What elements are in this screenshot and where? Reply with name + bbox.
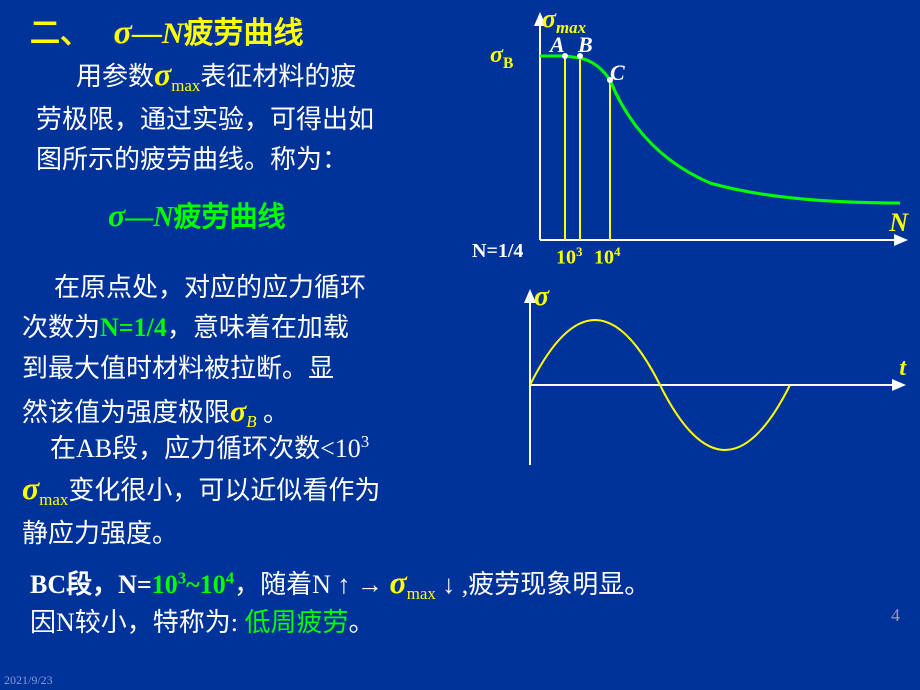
chart1-xtick2: 104 (594, 244, 621, 270)
p5-t1a: 因N较小，特称为: (30, 608, 245, 637)
p1-t3: 劳极限，通过实验，可得出如 (36, 102, 466, 138)
curve-name: σ—N疲劳曲线 (108, 195, 286, 235)
chart1-origin-label: N=1/4 (472, 240, 523, 263)
title-prefix: 二、 (30, 17, 90, 50)
chart2-x-label: t (899, 355, 906, 382)
footer-date: 2021/9/23 (4, 673, 53, 688)
chart1-point-c: C (610, 60, 625, 86)
p4-sigma: σ (389, 564, 406, 600)
paragraph-4: BC段，N=103~104，随着N ↑ → σmax ↓ ,疲劳现象明显。 (30, 560, 910, 606)
chart1-sigmab: σB (490, 42, 513, 73)
chart1-point-b: B (578, 32, 593, 58)
p2-t2b: N=1/4 (100, 313, 167, 342)
paragraph-3b: σmax变化很小，可以近似看作为 静应力强度。 (22, 466, 492, 556)
chart1-point-a: A (550, 32, 565, 58)
chart1-curve (540, 56, 900, 203)
paragraph-3: 在AB段，应力循环次数<103 (30, 430, 490, 471)
p1-t4: 图所示的疲劳曲线。称为： (36, 142, 466, 178)
p4-t1c: ~10 (186, 570, 226, 599)
p3-sub: max (39, 490, 68, 509)
sigma-n-curve-chart: σmax N σB A B C N=1/4 103 104 (470, 8, 910, 256)
p1-sub: max (171, 76, 200, 95)
p2-sigma: σ (230, 395, 246, 428)
p4-t1a: BC段，N= (30, 570, 152, 599)
p1-t1: 用参数 (76, 62, 154, 91)
p2-subB: B (246, 412, 256, 431)
title-dash: — (132, 17, 162, 50)
p4-sub: max (407, 584, 436, 603)
cn-dash: — (125, 202, 153, 233)
title-suffix: 疲劳曲线 (184, 17, 304, 50)
title-n: N (162, 17, 184, 50)
p3-t1a: 在AB段，应力循环次数<10 (50, 434, 361, 463)
p4-t1e: ↓ ,疲劳现象明显。 (436, 570, 651, 599)
chart1-xtick1: 103 (556, 244, 583, 270)
chart1-x-label: N (889, 208, 908, 238)
p4-sup4: 4 (226, 568, 234, 587)
p5-t1b: 低周疲劳 (245, 608, 349, 637)
chart1-svg (470, 8, 910, 256)
p2-t2a: 次数为 (22, 313, 100, 342)
p5-t1c: 。 (349, 608, 375, 637)
p2-t4b: 。 (257, 398, 290, 427)
paragraph-5: 因N较小，特称为: 低周疲劳。 (30, 605, 910, 641)
p2-t3: 到最大值时材料被拉断。显 (22, 351, 482, 387)
p2-t1: 在原点处，对应的应力循环 (54, 273, 366, 302)
p4-t1d: ，随着N ↑ → (234, 570, 389, 599)
section-title: 二、 σ—N疲劳曲线 (30, 8, 304, 52)
paragraph-1: 用参数σmax表征材料的疲 劳极限，通过实验，可得出如 图所示的疲劳曲线。称为： (36, 52, 466, 183)
p3-sup3: 3 (361, 432, 369, 451)
cn-suffix: 疲劳曲线 (173, 202, 285, 233)
p4-t1b: 10 (152, 570, 178, 599)
p4-sup3: 3 (178, 568, 186, 587)
chart2-svg (490, 285, 910, 475)
p2-t4a: 然该值为强度极限 (22, 398, 230, 427)
title-sigma: σ (114, 14, 132, 51)
paragraph-2: 在原点处，对应的应力循环 次数为N=1/4，意味着在加载 到最大值时材料被拉断。… (22, 270, 482, 438)
p1-t2: 表征材料的疲 (200, 62, 356, 91)
p3-t3: 静应力强度。 (22, 516, 492, 552)
stress-wave-chart: σ t (490, 285, 910, 475)
p3-t2: 变化很小，可以近似看作为 (68, 476, 380, 505)
p2-t2c: ，意味着在加载 (167, 313, 349, 342)
chart2-y-label: σ (534, 281, 549, 313)
page-number: 4 (891, 605, 900, 626)
cn-sigma: σ (108, 197, 125, 233)
p3-sigma: σ (22, 470, 39, 506)
cn-n: N (153, 202, 173, 233)
p1-sigma: σ (154, 56, 171, 92)
